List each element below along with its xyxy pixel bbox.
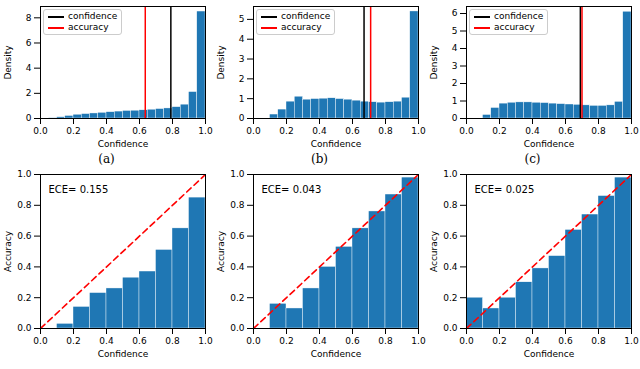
html-text:confidence: confidence <box>281 11 331 21</box>
svg-text:Accuracy: Accuracy <box>216 230 226 272</box>
svg-text:ECE= 0.043: ECE= 0.043 <box>262 184 322 195</box>
html-text:accuracy: accuracy <box>68 22 109 32</box>
svg-text:0.0: 0.0 <box>459 336 474 346</box>
svg-text:5: 5 <box>452 26 458 36</box>
svg-text:0.4: 0.4 <box>525 126 540 136</box>
svg-text:Confidence: Confidence <box>311 139 362 149</box>
svg-text:0: 0 <box>452 113 458 123</box>
html-text:(c): (c) <box>524 152 541 166</box>
html-text:accuracy: accuracy <box>494 22 535 32</box>
svg-text:1.0: 1.0 <box>17 169 32 179</box>
svg-text:0.8: 0.8 <box>378 336 393 346</box>
svg-text:1.0: 1.0 <box>443 169 458 179</box>
svg-text:0.6: 0.6 <box>345 336 360 346</box>
svg-text:Confidence: Confidence <box>524 349 575 359</box>
svg-text:6: 6 <box>452 8 458 18</box>
svg-text:0.2: 0.2 <box>230 293 244 303</box>
svg-text:1: 1 <box>452 96 458 106</box>
svg-text:1.0: 1.0 <box>198 336 213 346</box>
svg-text:0.2: 0.2 <box>279 336 293 346</box>
svg-text:0.2: 0.2 <box>279 126 293 136</box>
svg-text:0.2: 0.2 <box>492 336 506 346</box>
svg-text:Density: Density <box>216 45 226 80</box>
svg-text:0.0: 0.0 <box>459 126 474 136</box>
html-text:(b): (b) <box>311 152 328 166</box>
svg-text:0.6: 0.6 <box>17 231 32 241</box>
svg-text:2: 2 <box>26 88 32 98</box>
svg-text:0.0: 0.0 <box>246 336 261 346</box>
svg-text:ECE= 0.155: ECE= 0.155 <box>49 184 109 195</box>
svg-text:0.8: 0.8 <box>230 200 245 210</box>
svg-text:0: 0 <box>26 113 32 123</box>
svg-text:0.0: 0.0 <box>246 126 261 136</box>
svg-text:0.4: 0.4 <box>17 262 32 272</box>
svg-text:2: 2 <box>239 74 245 84</box>
svg-text:0.4: 0.4 <box>525 336 540 346</box>
svg-text:0.8: 0.8 <box>165 336 180 346</box>
svg-text:0.2: 0.2 <box>17 293 31 303</box>
svg-text:0.8: 0.8 <box>591 126 606 136</box>
svg-text:0.2: 0.2 <box>66 336 80 346</box>
svg-text:4: 4 <box>452 43 458 53</box>
svg-text:Accuracy: Accuracy <box>3 230 13 272</box>
svg-text:0.0: 0.0 <box>230 323 245 333</box>
svg-text:0.6: 0.6 <box>345 126 360 136</box>
svg-text:3: 3 <box>239 54 245 64</box>
svg-text:1.0: 1.0 <box>411 336 426 346</box>
svg-text:0.6: 0.6 <box>558 336 573 346</box>
svg-text:Confidence: Confidence <box>311 349 362 359</box>
svg-text:5: 5 <box>239 14 245 24</box>
svg-text:0.8: 0.8 <box>378 126 393 136</box>
svg-text:0.4: 0.4 <box>99 126 114 136</box>
svg-text:Density: Density <box>3 45 13 80</box>
svg-text:0.4: 0.4 <box>99 336 114 346</box>
svg-text:1.0: 1.0 <box>230 169 245 179</box>
svg-text:1.0: 1.0 <box>624 336 639 346</box>
svg-text:0.6: 0.6 <box>132 126 147 136</box>
svg-text:0.4: 0.4 <box>230 262 245 272</box>
svg-text:0.8: 0.8 <box>17 200 32 210</box>
svg-text:0.0: 0.0 <box>443 323 458 333</box>
svg-text:0.6: 0.6 <box>230 231 245 241</box>
svg-text:0.6: 0.6 <box>132 336 147 346</box>
svg-text:0.2: 0.2 <box>66 126 80 136</box>
svg-text:Confidence: Confidence <box>98 139 149 149</box>
svg-text:3: 3 <box>452 61 458 71</box>
svg-text:6: 6 <box>26 38 32 48</box>
html-text:accuracy: accuracy <box>281 22 322 32</box>
svg-text:1.0: 1.0 <box>411 126 426 136</box>
svg-text:Confidence: Confidence <box>524 139 575 149</box>
svg-text:0.2: 0.2 <box>443 293 457 303</box>
svg-text:0.8: 0.8 <box>165 126 180 136</box>
svg-text:1.0: 1.0 <box>624 126 639 136</box>
svg-text:0.4: 0.4 <box>443 262 458 272</box>
svg-text:0.8: 0.8 <box>591 336 606 346</box>
svg-text:0.0: 0.0 <box>33 336 48 346</box>
svg-text:0: 0 <box>239 113 245 123</box>
svg-text:2: 2 <box>452 78 458 88</box>
svg-text:4: 4 <box>239 34 245 44</box>
svg-text:0.6: 0.6 <box>558 126 573 136</box>
svg-text:8: 8 <box>26 13 32 23</box>
svg-text:Confidence: Confidence <box>98 349 149 359</box>
svg-text:1.0: 1.0 <box>198 126 213 136</box>
svg-text:Density: Density <box>429 45 439 80</box>
svg-text:0.0: 0.0 <box>17 323 32 333</box>
html-text:confidence: confidence <box>68 11 118 21</box>
svg-text:0.6: 0.6 <box>443 231 458 241</box>
html-text:confidence: confidence <box>494 11 544 21</box>
svg-text:0.4: 0.4 <box>312 336 327 346</box>
svg-text:0.8: 0.8 <box>443 200 458 210</box>
svg-text:0.0: 0.0 <box>33 126 48 136</box>
svg-text:0.2: 0.2 <box>492 126 506 136</box>
html-text:(a): (a) <box>98 152 115 166</box>
svg-text:1: 1 <box>239 94 245 104</box>
svg-text:0.4: 0.4 <box>312 126 327 136</box>
svg-text:ECE= 0.025: ECE= 0.025 <box>475 184 535 195</box>
svg-text:Accuracy: Accuracy <box>429 230 439 272</box>
svg-text:4: 4 <box>26 63 32 73</box>
